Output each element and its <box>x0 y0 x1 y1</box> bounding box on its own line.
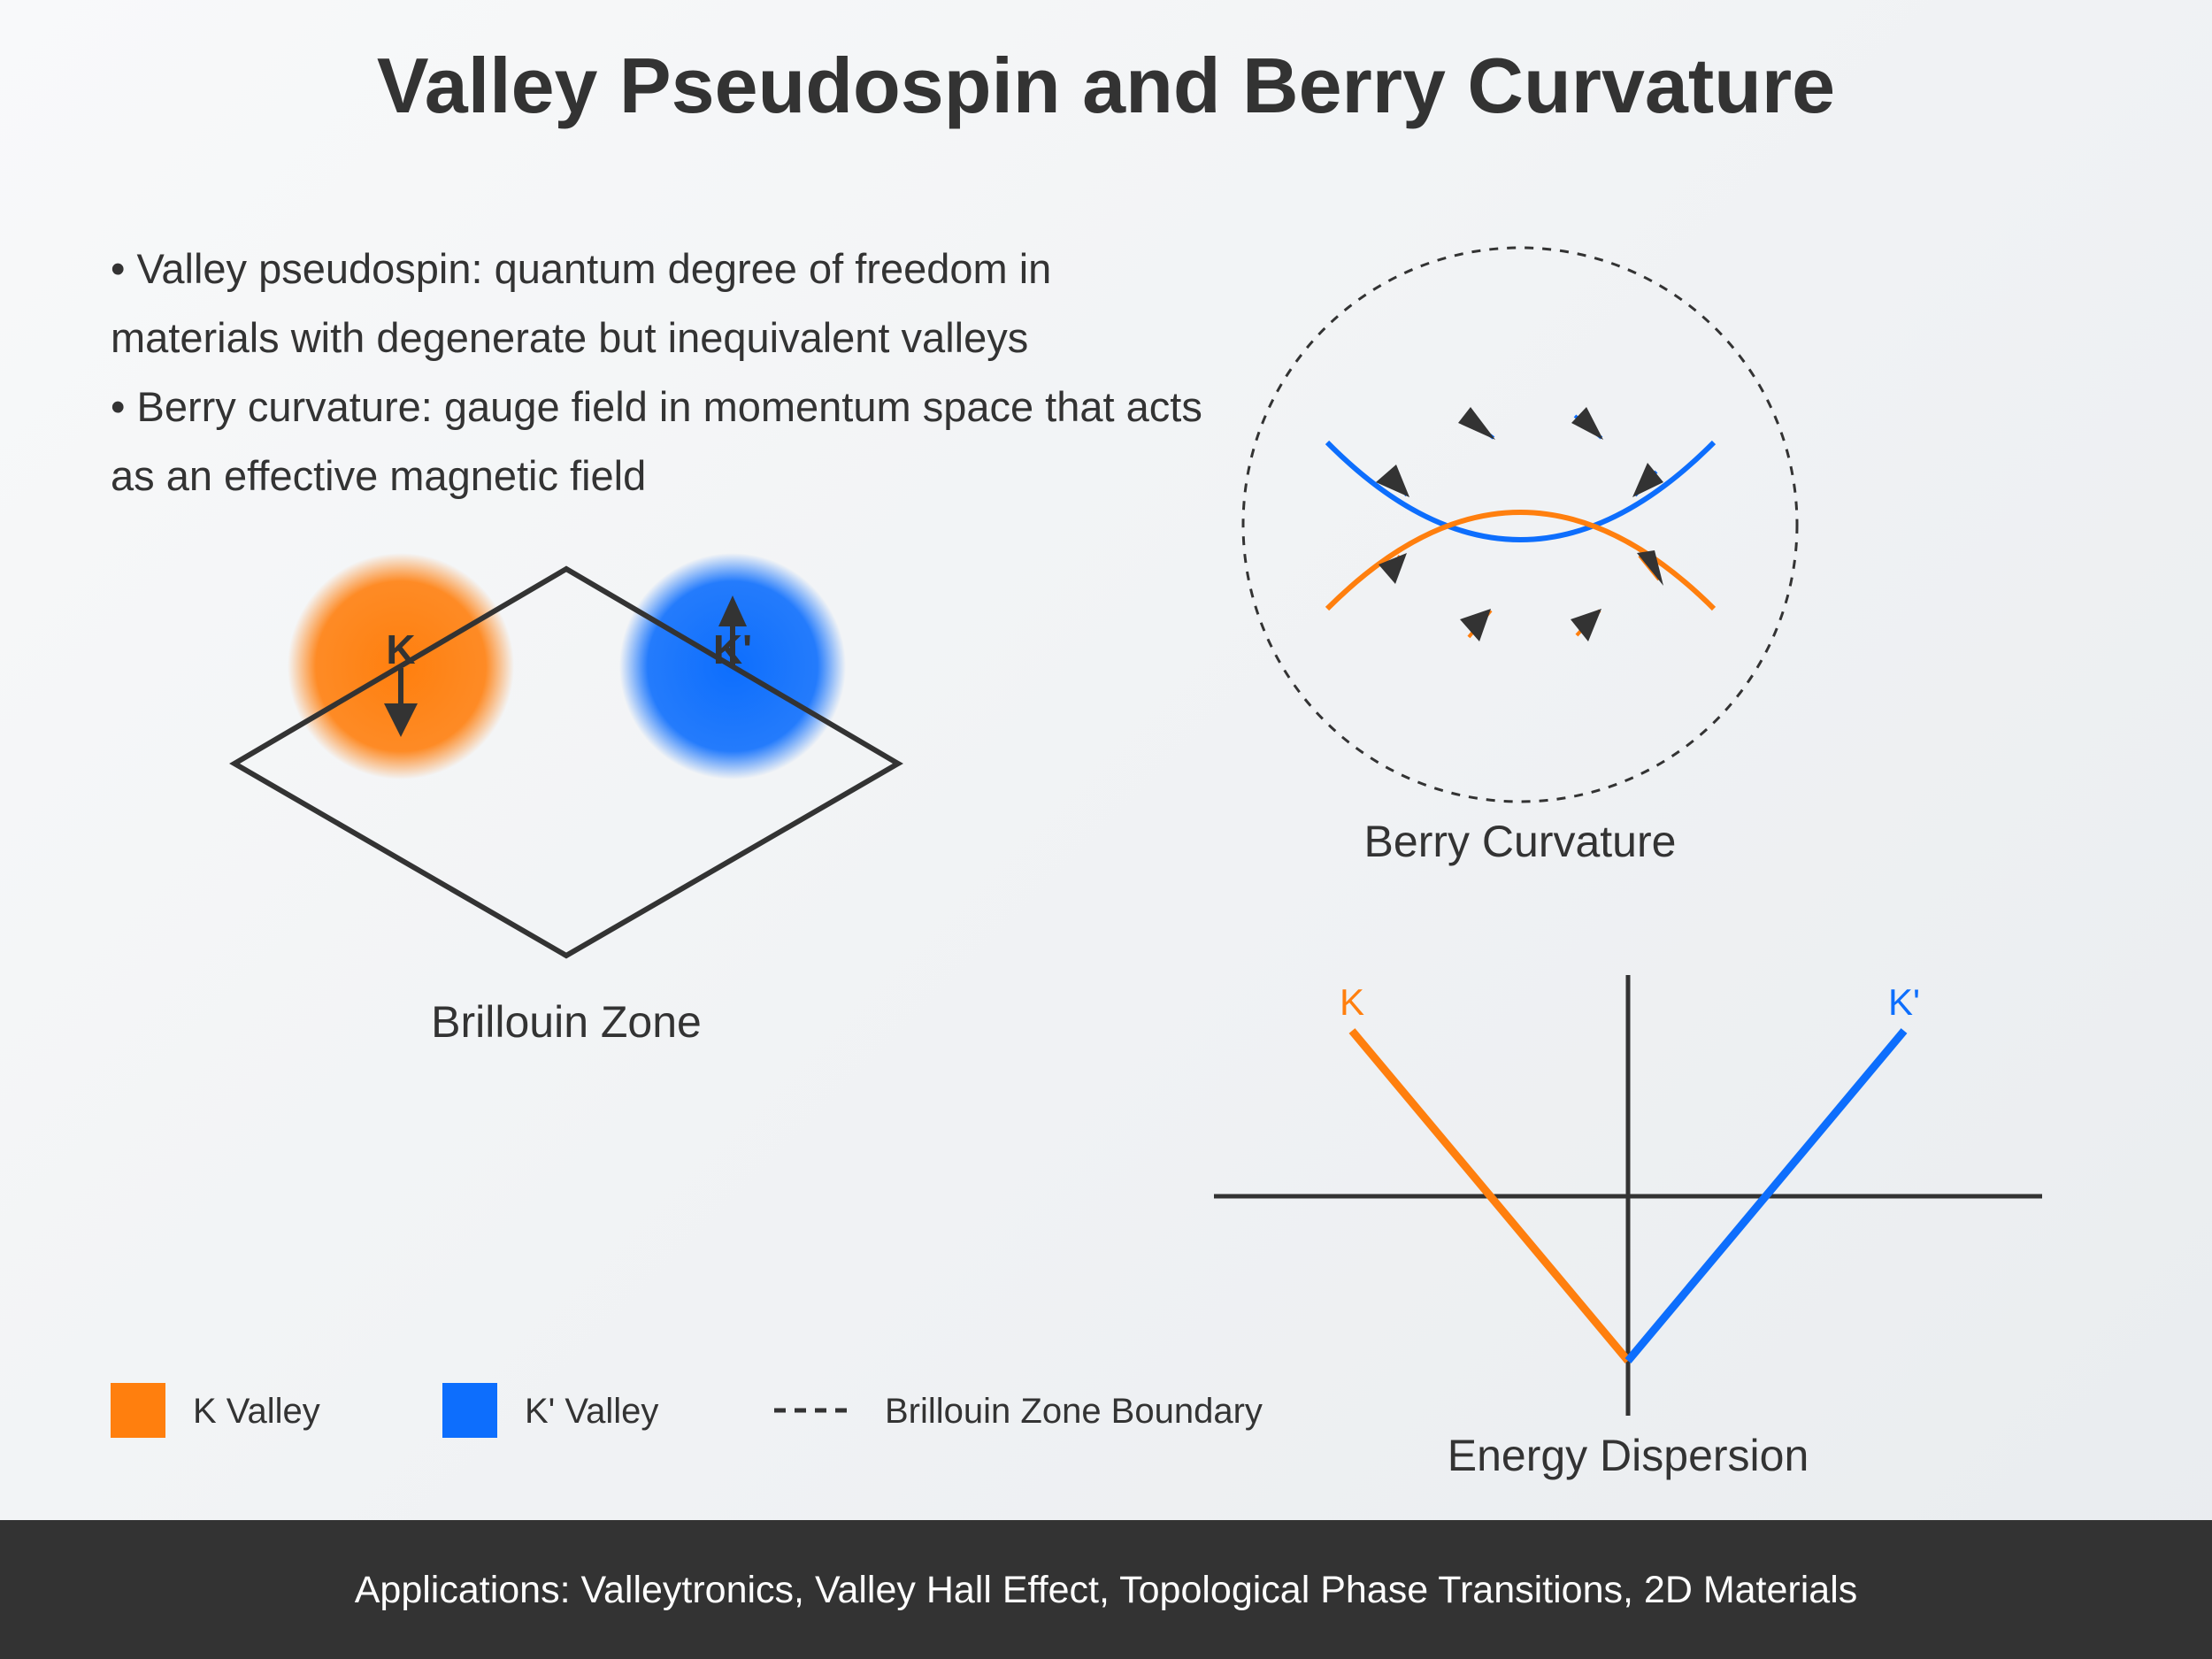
kprime-dispersion-line <box>1624 1028 1908 1363</box>
bullet-berry-curvature: • Berry curvature: gauge field in moment… <box>111 383 1202 499</box>
legend-kprime-swatch <box>442 1383 497 1438</box>
arrowhead-icon <box>1571 407 1603 440</box>
arrowhead-icon <box>1637 550 1663 586</box>
berry-boundary-circle <box>1241 246 1799 803</box>
legend-k-swatch <box>111 1383 165 1438</box>
brillouin-zone-caption: Brillouin Zone <box>431 997 702 1047</box>
k-valley-label: K <box>386 626 415 672</box>
kprime-band-curve <box>1325 440 1717 542</box>
energy-dispersion-panel: K K' Energy Dispersion <box>1214 975 2042 1480</box>
page-title: Valley Pseudospin and Berry Curvature <box>376 42 1836 129</box>
arrowhead-icon <box>1460 609 1493 641</box>
dispersion-kprime-label: K' <box>1888 981 1920 1023</box>
k-band-curve <box>1325 510 1717 611</box>
brillouin-zone-outline <box>229 565 903 959</box>
k-dispersion-line <box>1348 1028 1632 1363</box>
arrow-down-icon <box>384 668 418 737</box>
dispersion-k-label: K <box>1340 981 1364 1023</box>
legend-k-label: K Valley <box>193 1392 320 1431</box>
arrowhead-icon <box>1458 407 1495 440</box>
brillouin-zone-panel: K K' Brillouin Zone <box>229 553 903 1047</box>
legend-boundary-label: Brillouin Zone Boundary <box>885 1392 1263 1431</box>
legend: K Valley K' Valley Brillouin Zone Bounda… <box>111 1383 1263 1438</box>
footer-applications: Applications: Valleytronics, Valley Hall… <box>354 1569 1858 1611</box>
berry-flow-arrows-lower <box>1379 550 1663 641</box>
arrowhead-icon <box>1571 609 1601 641</box>
arrowhead-icon <box>1379 553 1407 584</box>
arrowhead-icon <box>1632 463 1663 497</box>
arrowhead-icon <box>1376 465 1409 497</box>
bullet-valley-pseudospin: • Valley pseudospin: quantum degree of f… <box>111 245 1052 361</box>
berry-curvature-panel: Berry Curvature <box>1241 246 1799 866</box>
berry-flow-arrows-upper <box>1376 407 1663 497</box>
berry-curvature-caption: Berry Curvature <box>1364 817 1677 866</box>
bullet-list: • Valley pseudospin: quantum degree of f… <box>111 234 1217 511</box>
arrow-up-icon <box>718 595 747 668</box>
footer-bar: Applications: Valleytronics, Valley Hall… <box>0 1520 2212 1659</box>
legend-kprime-label: K' Valley <box>525 1392 658 1431</box>
energy-dispersion-caption: Energy Dispersion <box>1448 1431 1809 1480</box>
